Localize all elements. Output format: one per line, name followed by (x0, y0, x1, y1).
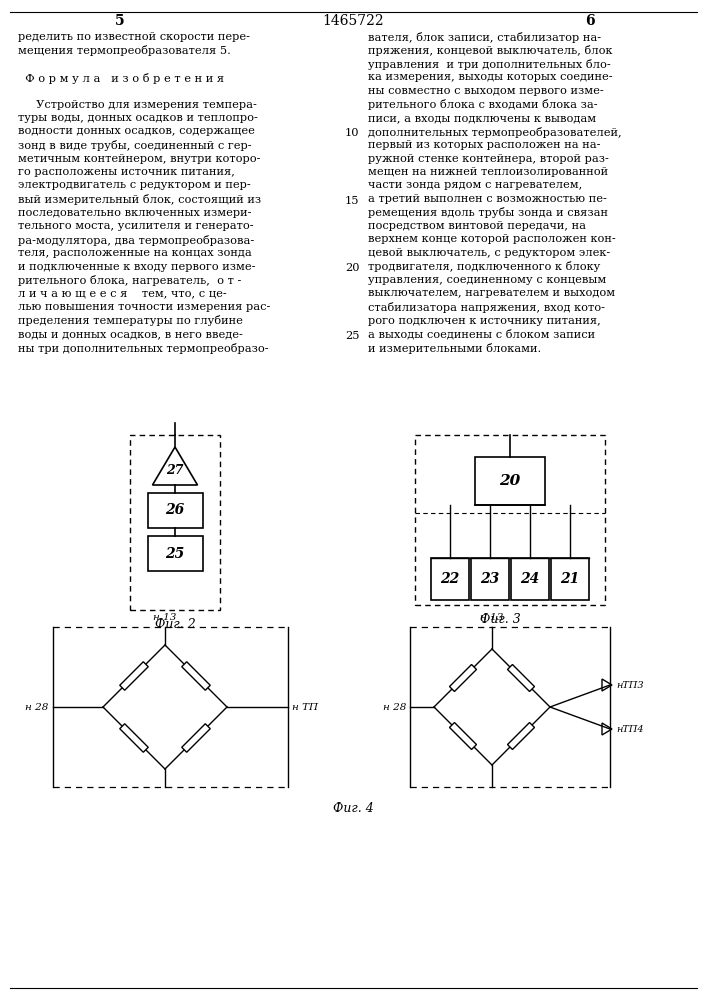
Text: тельного моста, усилителя и генерато-: тельного моста, усилителя и генерато- (18, 221, 254, 231)
Bar (148, 536, 202, 571)
Text: дополнительных термопреобразователей,: дополнительных термопреобразователей, (368, 126, 621, 137)
Text: ны совместно с выходом первого изме-: ны совместно с выходом первого изме- (368, 86, 604, 96)
Bar (475, 457, 545, 505)
Text: управления, соединенному с концевым: управления, соединенному с концевым (368, 275, 606, 285)
Text: го расположены источник питания,: го расположены источник питания, (18, 167, 235, 177)
Text: н 13: н 13 (480, 613, 503, 622)
Text: стабилизатора напряжения, вход кото-: стабилизатора напряжения, вход кото- (368, 302, 605, 313)
Text: ружной стенке контейнера, второй раз-: ружной стенке контейнера, второй раз- (368, 153, 609, 163)
Text: части зонда рядом с нагревателем,: части зонда рядом с нагревателем, (368, 180, 583, 190)
Text: цевой выключатель, с редуктором элек-: цевой выключатель, с редуктором элек- (368, 248, 610, 258)
Text: Фиг. 2: Фиг. 2 (155, 618, 195, 631)
Bar (415, 435, 605, 605)
Text: рительного блока с входами блока за-: рительного блока с входами блока за- (368, 100, 597, 110)
Text: л и ч а ю щ е е с я    тем, что, с це-: л и ч а ю щ е е с я тем, что, с це- (18, 288, 227, 298)
Text: нТП4: нТП4 (616, 724, 643, 734)
Text: н 28: н 28 (382, 702, 406, 712)
Polygon shape (119, 662, 148, 690)
Text: 10: 10 (345, 128, 359, 138)
Text: Устройство для измерения темпера-: Устройство для измерения темпера- (18, 100, 257, 109)
Text: 6: 6 (585, 14, 595, 28)
Text: 25: 25 (345, 331, 359, 341)
Text: 21: 21 (561, 572, 580, 586)
Text: мещен на нижней теплоизолированной: мещен на нижней теплоизолированной (368, 167, 608, 177)
Text: 20: 20 (499, 474, 520, 488)
Text: мещения термопреобразователя 5.: мещения термопреобразователя 5. (18, 45, 231, 56)
Text: ны три дополнительных термопреобразо-: ны три дополнительных термопреобразо- (18, 342, 269, 354)
Text: управления  и три дополнительных бло-: управления и три дополнительных бло- (368, 59, 611, 70)
Bar (511, 558, 549, 600)
Text: 24: 24 (520, 572, 539, 586)
Text: вателя, блок записи, стабилизатор на-: вателя, блок записи, стабилизатор на- (368, 32, 601, 43)
Polygon shape (182, 662, 210, 690)
Text: туры воды, донных осадков и теплопро-: туры воды, донных осадков и теплопро- (18, 113, 258, 123)
Polygon shape (508, 723, 534, 749)
Text: 26: 26 (165, 504, 185, 518)
Text: 1465722: 1465722 (322, 14, 384, 28)
Text: метичным контейнером, внутри которо-: метичным контейнером, внутри которо- (18, 153, 260, 163)
Text: воды и донных осадков, в него введе-: воды и донных осадков, в него введе- (18, 329, 243, 339)
Text: тродвигателя, подключенного к блоку: тродвигателя, подключенного к блоку (368, 261, 600, 272)
Text: последовательно включенных измери-: последовательно включенных измери- (18, 208, 252, 218)
Bar (148, 493, 202, 528)
Text: н 28: н 28 (25, 702, 49, 712)
Text: первый из которых расположен на на-: первый из которых расположен на на- (368, 140, 600, 150)
Text: 27: 27 (166, 464, 184, 477)
Text: ра-модулятора, два термопреобразова-: ра-модулятора, два термопреобразова- (18, 234, 255, 245)
Text: Фиг. 3: Фиг. 3 (479, 613, 520, 626)
Text: 22: 22 (440, 572, 460, 586)
Text: выключателем, нагревателем и выходом: выключателем, нагревателем и выходом (368, 288, 615, 298)
Text: и измерительными блоками.: и измерительными блоками. (368, 342, 542, 354)
Text: 25: 25 (165, 546, 185, 560)
Text: 23: 23 (480, 572, 500, 586)
Bar (551, 558, 589, 600)
Polygon shape (450, 665, 477, 691)
Text: посредством винтовой передачи, на: посредством винтовой передачи, на (368, 221, 586, 231)
Text: и подключенные к входу первого изме-: и подключенные к входу первого изме- (18, 261, 255, 271)
Text: н ТП: н ТП (291, 702, 317, 712)
Text: ка измерения, выходы которых соедине-: ка измерения, выходы которых соедине- (368, 73, 613, 83)
Bar (130, 435, 220, 610)
Text: ределить по известной скорости пере-: ределить по известной скорости пере- (18, 32, 250, 42)
Text: а выходы соединены с блоком записи: а выходы соединены с блоком записи (368, 329, 595, 340)
Text: 5: 5 (115, 14, 125, 28)
Polygon shape (450, 723, 477, 749)
Text: пряжения, концевой выключатель, блок: пряжения, концевой выключатель, блок (368, 45, 612, 56)
Text: Ф о р м у л а   и з о б р е т е н и я: Ф о р м у л а и з о б р е т е н и я (18, 73, 224, 84)
Text: электродвигатель с редуктором и пер-: электродвигатель с редуктором и пер- (18, 180, 251, 190)
Text: писи, а входы подключены к выводам: писи, а входы подключены к выводам (368, 113, 596, 123)
Text: верхнем конце которой расположен кон-: верхнем конце которой расположен кон- (368, 234, 616, 244)
Bar (431, 558, 469, 600)
Text: теля, расположенные на концах зонда: теля, расположенные на концах зонда (18, 248, 252, 258)
Text: вый измерительный блок, состоящий из: вый измерительный блок, состоящий из (18, 194, 261, 205)
Text: водности донных осадков, содержащее: водности донных осадков, содержащее (18, 126, 255, 136)
Bar (471, 558, 509, 600)
Text: рого подключен к источнику питания,: рого подключен к источнику питания, (368, 316, 601, 326)
Text: пределения температуры по глубине: пределения температуры по глубине (18, 316, 243, 326)
Text: н 13: н 13 (153, 613, 177, 622)
Polygon shape (508, 665, 534, 691)
Polygon shape (119, 724, 148, 752)
Text: нТП3: нТП3 (616, 680, 643, 690)
Text: ремещения вдоль трубы зонда и связан: ремещения вдоль трубы зонда и связан (368, 208, 608, 219)
Text: Фиг. 4: Фиг. 4 (332, 802, 373, 815)
Text: лью повышения точности измерения рас-: лью повышения точности измерения рас- (18, 302, 270, 312)
Text: зонд в виде трубы, соединенный с гер-: зонд в виде трубы, соединенный с гер- (18, 140, 252, 151)
Polygon shape (182, 724, 210, 752)
Text: рительного блока, нагреватель,  о т -: рительного блока, нагреватель, о т - (18, 275, 241, 286)
Text: 15: 15 (345, 196, 359, 206)
Text: а третий выполнен с возможностью пе-: а третий выполнен с возможностью пе- (368, 194, 607, 204)
Text: 20: 20 (345, 263, 359, 273)
